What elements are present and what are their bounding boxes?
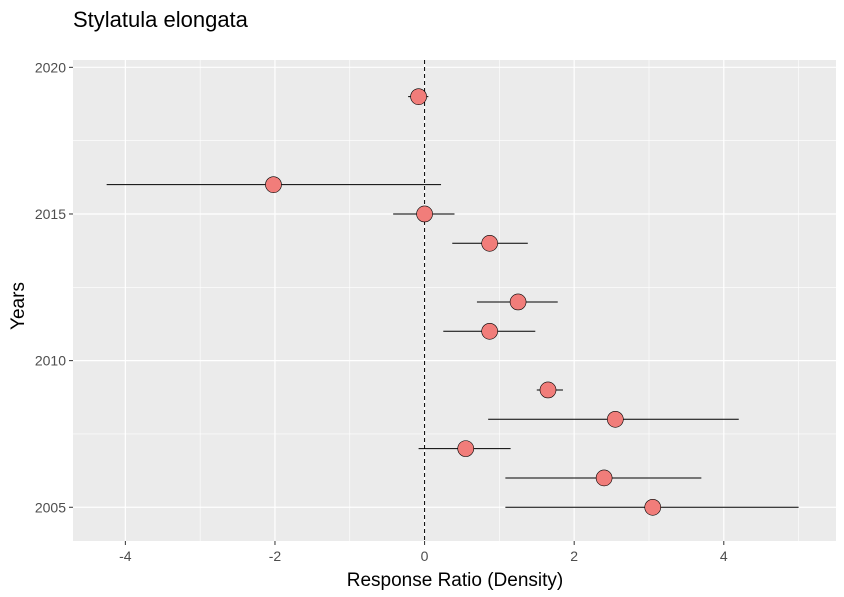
x-tick-label: -4: [119, 548, 132, 564]
data-point-2005: [644, 498, 662, 516]
data-point-2014: [481, 235, 498, 252]
y-tick-label: 2005: [35, 499, 66, 515]
x-axis-title: Response Ratio (Density): [347, 570, 563, 591]
data-point-2006: [595, 469, 613, 487]
y-axis-title: Years: [8, 282, 29, 330]
x-tick-label: 4: [720, 548, 728, 564]
data-point-2016: [265, 176, 282, 193]
y-tick-label: 2010: [35, 353, 66, 369]
data-point-2019: [410, 88, 427, 105]
x-tick-label: -2: [269, 548, 282, 564]
data-point-2015: [416, 205, 433, 223]
data-point-2008: [607, 410, 624, 428]
data-point-2011: [481, 322, 498, 340]
y-tick-label: 2015: [35, 206, 66, 222]
minor-gridlines: [73, 60, 836, 541]
y-axis: 2005 2010 2015 2020: [35, 59, 73, 515]
chart-title: Stylatula elongata: [73, 7, 249, 32]
data-points: [265, 88, 662, 516]
plot-panel: [73, 60, 836, 541]
x-tick-label: 0: [421, 548, 429, 564]
x-axis: -4 -2 0 2 4: [119, 541, 728, 564]
x-tick-label: 2: [570, 548, 578, 564]
data-point-2009: [539, 381, 557, 399]
y-tick-label: 2020: [35, 59, 66, 75]
data-point-2012: [509, 293, 527, 311]
data-point-2007: [457, 440, 475, 457]
